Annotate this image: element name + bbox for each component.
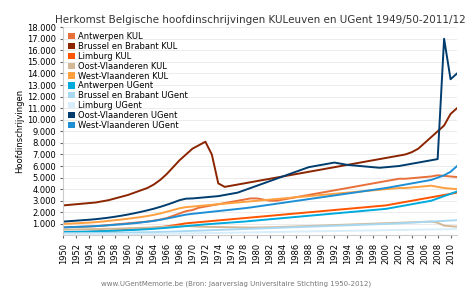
Line: Brussel en Brabant UGent: Brussel en Brabant UGent bbox=[63, 220, 457, 233]
Antwerpen UGent bbox=[299, 215, 305, 218]
Antwerpen KUL bbox=[138, 220, 143, 224]
Oost-Vlaanderen UGent bbox=[254, 184, 260, 187]
Line: West-Vlaanderen KUL: West-Vlaanderen KUL bbox=[63, 186, 457, 224]
Antwerpen KUL bbox=[60, 226, 66, 229]
Line: Oost-Vlaanderen KUL: Oost-Vlaanderen KUL bbox=[63, 221, 457, 230]
Oost-Vlaanderen UGent bbox=[164, 203, 169, 206]
Antwerpen UGent bbox=[454, 190, 460, 193]
West-Vlaanderen KUL bbox=[254, 199, 260, 202]
Brussel en Brabant UGent bbox=[93, 231, 99, 235]
Brussel en Brabant KUL bbox=[60, 204, 66, 207]
Line: Brussel en Brabant KUL: Brussel en Brabant KUL bbox=[63, 108, 457, 205]
Limburg UGent bbox=[403, 228, 408, 232]
Oost-Vlaanderen UGent bbox=[60, 220, 66, 223]
Limburg KUL bbox=[138, 227, 143, 231]
Limburg UGent bbox=[448, 228, 454, 231]
Oost-Vlaanderen UGent bbox=[299, 168, 305, 171]
Oost-Vlaanderen KUL bbox=[403, 221, 408, 224]
Brussel en Brabant KUL bbox=[454, 107, 460, 110]
Oost-Vlaanderen KUL bbox=[429, 220, 434, 223]
Y-axis label: Hoofdinschrijvingen: Hoofdinschrijvingen bbox=[15, 89, 24, 173]
Brussel en Brabant UGent bbox=[60, 232, 66, 235]
Limburg UGent bbox=[164, 232, 169, 235]
Line: Oost-Vlaanderen UGent: Oost-Vlaanderen UGent bbox=[63, 39, 457, 221]
West-Vlaanderen UGent bbox=[299, 198, 305, 202]
Limburg KUL bbox=[164, 225, 169, 228]
Limburg UGent bbox=[60, 233, 66, 236]
Brussel en Brabant KUL bbox=[403, 153, 408, 156]
Antwerpen KUL bbox=[299, 194, 305, 198]
Oost-Vlaanderen KUL bbox=[60, 228, 66, 232]
Limburg UGent bbox=[299, 230, 305, 233]
Brussel en Brabant UGent bbox=[138, 231, 143, 234]
Limburg KUL bbox=[299, 211, 305, 215]
Oost-Vlaanderen KUL bbox=[254, 226, 260, 229]
Legend: Antwerpen KUL, Brussel en Brabant KUL, Limburg KUL, Oost-Vlaanderen KUL, West-Vl: Antwerpen KUL, Brussel en Brabant KUL, L… bbox=[67, 31, 189, 130]
Oost-Vlaanderen KUL bbox=[454, 225, 460, 228]
West-Vlaanderen UGent bbox=[448, 170, 454, 174]
West-Vlaanderen UGent bbox=[403, 183, 408, 186]
Oost-Vlaanderen KUL bbox=[138, 226, 143, 230]
West-Vlaanderen UGent bbox=[60, 226, 66, 229]
West-Vlaanderen KUL bbox=[93, 220, 99, 224]
Antwerpen KUL bbox=[254, 197, 260, 200]
Line: Antwerpen KUL: Antwerpen KUL bbox=[63, 175, 457, 227]
Brussel en Brabant UGent bbox=[164, 230, 169, 234]
Brussel en Brabant KUL bbox=[138, 189, 143, 192]
Brussel en Brabant KUL bbox=[164, 173, 169, 176]
Limburg KUL bbox=[454, 191, 460, 194]
West-Vlaanderen KUL bbox=[138, 215, 143, 219]
Oost-Vlaanderen KUL bbox=[299, 224, 305, 228]
Antwerpen KUL bbox=[164, 216, 169, 220]
Brussel en Brabant UGent bbox=[403, 221, 408, 225]
Brussel en Brabant UGent bbox=[448, 219, 454, 222]
Antwerpen KUL bbox=[454, 175, 460, 179]
Antwerpen UGent bbox=[448, 192, 454, 196]
West-Vlaanderen KUL bbox=[403, 186, 408, 190]
Brussel en Brabant KUL bbox=[93, 201, 99, 204]
West-Vlaanderen KUL bbox=[60, 222, 66, 226]
West-Vlaanderen KUL bbox=[454, 187, 460, 191]
Antwerpen UGent bbox=[138, 228, 143, 231]
Limburg UGent bbox=[454, 227, 460, 231]
Title: Herkomst Belgische hoofdinschrijvingen KULeuven en UGent 1949/50-2011/12: Herkomst Belgische hoofdinschrijvingen K… bbox=[55, 15, 465, 25]
Antwerpen UGent bbox=[403, 204, 408, 207]
Brussel en Brabant UGent bbox=[454, 219, 460, 222]
Limburg KUL bbox=[448, 192, 454, 196]
Oost-Vlaanderen UGent bbox=[138, 210, 143, 214]
Oost-Vlaanderen UGent bbox=[403, 163, 408, 166]
Limburg UGent bbox=[93, 232, 99, 236]
Antwerpen UGent bbox=[93, 230, 99, 233]
West-Vlaanderen KUL bbox=[299, 195, 305, 198]
Antwerpen UGent bbox=[60, 230, 66, 234]
West-Vlaanderen KUL bbox=[429, 184, 434, 187]
Brussel en Brabant UGent bbox=[299, 225, 305, 229]
Antwerpen KUL bbox=[403, 177, 408, 181]
West-Vlaanderen UGent bbox=[138, 221, 143, 224]
Oost-Vlaanderen UGent bbox=[441, 37, 447, 41]
Limburg UGent bbox=[138, 232, 143, 236]
Oost-Vlaanderen KUL bbox=[164, 225, 169, 228]
Line: Limburg UGent: Limburg UGent bbox=[63, 229, 457, 234]
Text: www.UGentMemorie.be (Bron: Jaarverslag Universitaire Stichting 1950-2012): www.UGentMemorie.be (Bron: Jaarverslag U… bbox=[101, 280, 371, 287]
Limburg KUL bbox=[403, 200, 408, 204]
Line: Limburg KUL: Limburg KUL bbox=[63, 193, 457, 233]
Line: Antwerpen UGent: Antwerpen UGent bbox=[63, 192, 457, 232]
Oost-Vlaanderen UGent bbox=[93, 217, 99, 221]
Antwerpen UGent bbox=[164, 226, 169, 230]
West-Vlaanderen UGent bbox=[93, 224, 99, 228]
Brussel en Brabant KUL bbox=[448, 112, 454, 116]
West-Vlaanderen UGent bbox=[454, 164, 460, 168]
Antwerpen KUL bbox=[93, 224, 99, 228]
Line: West-Vlaanderen UGent: West-Vlaanderen UGent bbox=[63, 166, 457, 227]
Limburg KUL bbox=[60, 231, 66, 234]
Oost-Vlaanderen UGent bbox=[454, 72, 460, 75]
Antwerpen KUL bbox=[435, 174, 440, 177]
West-Vlaanderen KUL bbox=[164, 210, 169, 213]
Brussel en Brabant KUL bbox=[299, 171, 305, 175]
West-Vlaanderen UGent bbox=[164, 217, 169, 220]
Oost-Vlaanderen KUL bbox=[93, 228, 99, 231]
Limburg KUL bbox=[93, 230, 99, 233]
